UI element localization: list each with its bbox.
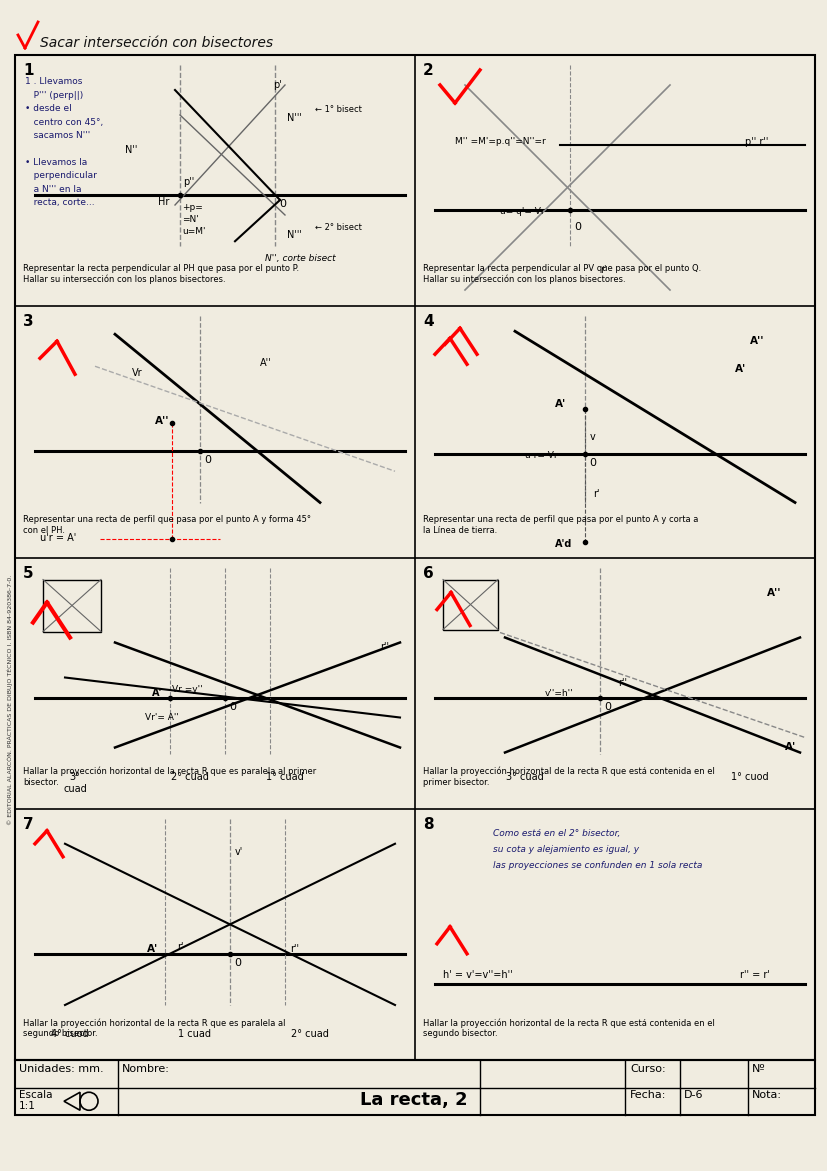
Text: Representar la recta perpendicular al PH que pasa por el punto P.
Hallar su inte: Representar la recta perpendicular al PH…: [23, 265, 299, 285]
Text: 3°
cuad: 3° cuad: [63, 773, 87, 794]
Text: A': A': [147, 944, 158, 953]
Text: su cota y alejamiento es igual, y: su cota y alejamiento es igual, y: [492, 844, 638, 854]
Text: u r= Vr: u r= Vr: [524, 451, 557, 460]
Text: N'': N'': [125, 145, 137, 155]
Text: Hallar la proyección horizontal de la recta R que está contenida en el
primer bi: Hallar la proyección horizontal de la re…: [423, 767, 714, 787]
Text: Representar la recta perpendicular al PV que pasa por el punto Q.
Hallar su inte: Representar la recta perpendicular al PV…: [423, 265, 700, 285]
Text: • Llevamos la: • Llevamos la: [25, 158, 87, 167]
Text: A'': A'': [260, 358, 271, 368]
Text: Hr: Hr: [158, 197, 170, 207]
Text: v: v: [590, 432, 595, 443]
Text: N'', corte bisect: N'', corte bisect: [265, 254, 335, 263]
Text: Nº: Nº: [751, 1064, 765, 1074]
Text: Como está en el 2° bisector,: Como está en el 2° bisector,: [492, 829, 619, 837]
Text: r'' = r': r'' = r': [739, 970, 769, 980]
Text: las proyecciones se confunden en 1 sola recta: las proyecciones se confunden en 1 sola …: [492, 861, 701, 870]
Text: Escala
1:1: Escala 1:1: [19, 1089, 52, 1111]
Text: A'd: A'd: [554, 540, 571, 549]
Text: 2: 2: [423, 63, 433, 78]
Text: 4° cuod: 4° cuod: [51, 1029, 88, 1039]
Text: 4: 4: [423, 314, 433, 329]
Text: M'' =M'=p.q''=N''=r: M'' =M'=p.q''=N''=r: [455, 137, 545, 146]
Text: p'': p'': [183, 177, 194, 187]
Bar: [442, 580, 497, 630]
Text: sacamos N''': sacamos N''': [25, 131, 90, 141]
Bar: [43, 580, 101, 631]
Text: perpendicular: perpendicular: [25, 171, 97, 180]
Text: r'': r'': [617, 678, 626, 687]
Text: A': A': [554, 399, 566, 409]
Text: Curso:: Curso:: [629, 1064, 665, 1074]
Text: 0: 0: [573, 222, 581, 232]
Text: • desde el: • desde el: [25, 104, 72, 112]
Text: 0: 0: [234, 958, 241, 967]
Text: Representar una recta de perfil que pasa por el punto A y forma 45°
con el PH.: Representar una recta de perfil que pasa…: [23, 515, 311, 535]
Text: ← 1° bisect: ← 1° bisect: [314, 105, 361, 114]
Text: 2° cuad: 2° cuad: [171, 773, 208, 782]
Text: Vr =y'': Vr =y'': [172, 685, 203, 694]
Text: 0: 0: [229, 701, 236, 712]
Text: A': A': [152, 687, 162, 698]
Text: 2° cuad: 2° cuad: [291, 1029, 328, 1039]
Text: r'': r'': [380, 643, 389, 652]
Text: Nombre:: Nombre:: [122, 1064, 170, 1074]
Text: 7: 7: [23, 816, 34, 831]
Text: P''' (perp||): P''' (perp||): [25, 90, 84, 100]
Text: 1: 1: [23, 63, 33, 78]
Text: 5: 5: [23, 566, 34, 581]
Text: p': p': [273, 80, 281, 90]
Text: 3° cuad: 3° cuad: [505, 773, 543, 782]
Text: 8: 8: [423, 816, 433, 831]
Text: ← 2° bisect: ← 2° bisect: [314, 222, 361, 232]
Text: La recta, 2: La recta, 2: [360, 1091, 467, 1109]
Text: D-6: D-6: [683, 1089, 703, 1100]
Text: 3: 3: [23, 314, 34, 329]
Text: h' = v'=v''=h'': h' = v'=v''=h'': [442, 970, 512, 980]
Text: Hallar la proyección horizontal de la recta R que es paralela al primer
bisector: Hallar la proyección horizontal de la re…: [23, 767, 316, 787]
Text: A'': A'': [749, 336, 763, 347]
Text: N''': N''': [287, 112, 302, 123]
Text: Sacar intersección con bisectores: Sacar intersección con bisectores: [40, 36, 273, 50]
Text: Vr: Vr: [131, 368, 142, 378]
Text: 1 . Llevamos: 1 . Llevamos: [25, 77, 82, 85]
Text: Representar una recta de perfil que pasa por el punto A y corta a
la Línea de ti: Representar una recta de perfil que pasa…: [423, 515, 697, 535]
Text: 1° cuad: 1° cuad: [265, 773, 304, 782]
Text: A': A': [734, 364, 745, 375]
Text: a N''' en la: a N''' en la: [25, 185, 81, 194]
Text: p'' r'': p'' r'': [744, 137, 767, 148]
Text: A'': A'': [766, 588, 781, 597]
Text: v': v': [235, 847, 243, 857]
Text: r': r': [600, 265, 605, 275]
Text: N''': N''': [287, 230, 302, 240]
Text: centro con 45°,: centro con 45°,: [25, 117, 103, 126]
Bar: [15, 1060, 814, 1115]
Text: Fecha:: Fecha:: [629, 1089, 666, 1100]
Text: 1° cuod: 1° cuod: [730, 773, 768, 782]
Text: r': r': [177, 941, 184, 952]
Text: 0: 0: [603, 701, 610, 712]
Text: =N': =N': [182, 215, 198, 224]
Text: 1 cuad: 1 cuad: [179, 1029, 211, 1039]
Text: Unidades: mm.: Unidades: mm.: [19, 1064, 103, 1074]
Text: r'': r'': [289, 944, 299, 953]
Text: Hallar la proyección horizontal de la recta R que está contenida en el
segundo b: Hallar la proyección horizontal de la re…: [423, 1018, 714, 1038]
Text: u=M': u=M': [182, 227, 205, 237]
Text: A': A': [784, 742, 796, 753]
Text: Vr'= A'': Vr'= A'': [145, 712, 179, 721]
Text: u'r = A': u'r = A': [40, 533, 76, 543]
Text: r': r': [592, 489, 599, 499]
Text: 0: 0: [588, 458, 595, 468]
Text: v''=h'': v''=h'': [544, 690, 573, 698]
Text: 0: 0: [279, 199, 285, 208]
Text: 0: 0: [203, 456, 211, 465]
Text: +p=: +p=: [182, 203, 203, 212]
Text: u= q'= Vr: u= q'= Vr: [500, 207, 544, 215]
Bar: [15, 55, 814, 1060]
Text: Nota:: Nota:: [751, 1089, 781, 1100]
Text: A'': A'': [155, 416, 170, 426]
Text: © EDITORIAL ALARCÓN. PRÁCTICAS DE DIBUJO TÉCNICO I. ISBN 84-920386-7-0.: © EDITORIAL ALARCÓN. PRÁCTICAS DE DIBUJO…: [7, 575, 13, 826]
Text: Hallar la proyección horizontal de la recta R que es paralela al
segundo bisecto: Hallar la proyección horizontal de la re…: [23, 1018, 285, 1038]
Text: recta, corte...: recta, corte...: [25, 199, 94, 207]
Text: 6: 6: [423, 566, 433, 581]
